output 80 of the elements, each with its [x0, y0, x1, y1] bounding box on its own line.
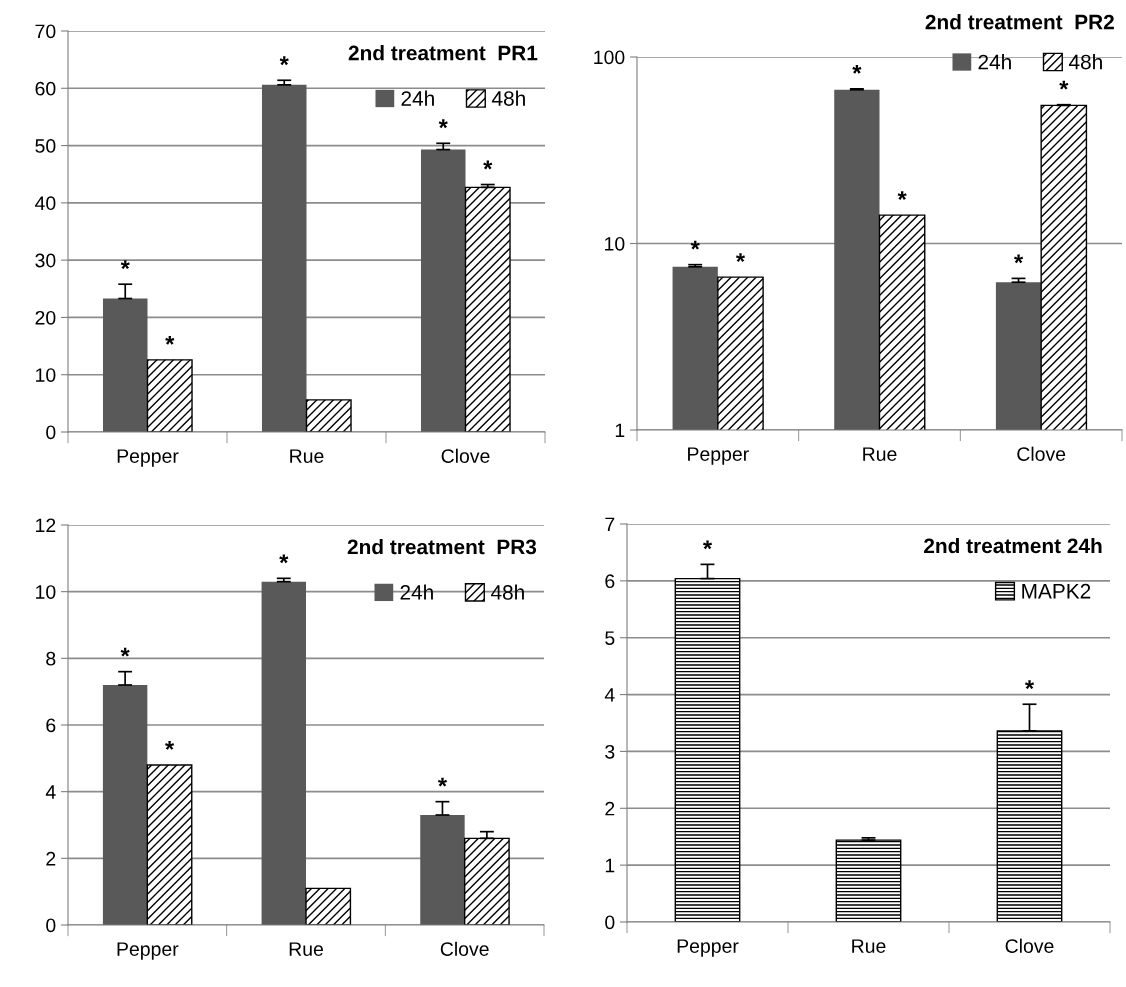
data-label: *	[279, 56, 289, 66]
x-tick-label: Rue	[290, 449, 324, 463]
legend-label: 48h	[490, 584, 524, 600]
data-label: *	[165, 741, 175, 750]
legend-label: MAPK2	[1022, 583, 1091, 599]
data-label: *	[1014, 254, 1024, 264]
data-label: *	[437, 777, 448, 787]
y-tick-label: 100	[594, 50, 625, 65]
data-label: *	[897, 191, 907, 200]
text: 2nd treatment PR1	[348, 45, 538, 61]
y-tick-label: 50	[35, 139, 56, 153]
y-tick-label: 7	[605, 517, 615, 532]
legend-label: 24h	[400, 584, 433, 600]
y-tick-label: 70	[35, 24, 56, 39]
y-tick-label: 3	[605, 744, 615, 759]
legend-label: 24h	[978, 54, 1011, 70]
y-tick-label: 0	[46, 425, 56, 440]
y-tick-label: 60	[35, 81, 56, 96]
bar	[996, 730, 1063, 922]
y-tick-label: 20	[35, 310, 56, 325]
x-tick-label: Clove	[1005, 938, 1054, 953]
x-tick-label: Clove	[440, 941, 489, 956]
data-label: *	[852, 64, 862, 74]
y-tick-label: 10	[36, 585, 56, 599]
text: 2nd treatment 24h	[924, 537, 1102, 554]
bar	[464, 186, 511, 432]
x-tick-label: Rue	[863, 447, 897, 461]
data-label: *	[1024, 680, 1035, 690]
bar	[146, 359, 193, 432]
legend-label: 48h	[1068, 54, 1102, 70]
x-tick-label: Pepper	[677, 939, 739, 957]
bar	[261, 581, 306, 925]
data-label: *	[483, 160, 493, 170]
data-label: *	[690, 240, 700, 250]
legend-label: 24h	[401, 90, 434, 106]
x-tick-label: Pepper	[117, 942, 179, 960]
data-label: *	[279, 554, 289, 564]
y-tick-label: 40	[35, 196, 56, 211]
bar	[305, 887, 352, 925]
data-label: *	[702, 540, 713, 550]
y-tick-label: 6	[46, 718, 56, 733]
y-tick-label: 10	[36, 368, 56, 382]
y-tick-label: 2	[605, 801, 615, 816]
y-tick-label: 30	[35, 253, 56, 268]
y-tick-label: 4	[604, 688, 615, 702]
x-tick-label: Rue	[289, 942, 323, 956]
bar	[102, 685, 148, 925]
y-tick-label: 6	[605, 574, 615, 589]
x-tick-label: Clove	[441, 448, 490, 463]
data-label: *	[1059, 80, 1069, 90]
chart-title: 2nd treatment PR2	[925, 14, 1114, 30]
bar	[420, 149, 466, 432]
data-label: *	[165, 335, 175, 345]
bar	[102, 298, 148, 432]
y-tick-label: 8	[46, 651, 56, 666]
y-tick-label: 5	[605, 631, 615, 645]
legend-label: 48h	[491, 90, 525, 106]
y-tick-label: 4	[45, 785, 56, 799]
bar	[463, 837, 510, 925]
bar	[420, 815, 465, 925]
y-tick-label: 0	[605, 915, 615, 930]
y-tick-label: 0	[46, 918, 56, 933]
data-label: *	[120, 260, 130, 270]
x-tick-label: Pepper	[117, 449, 179, 467]
data-label: *	[438, 119, 448, 129]
y-tick-label: 2	[46, 851, 56, 866]
bar	[261, 84, 307, 432]
bar	[835, 839, 902, 922]
text: 2nd treatment PR3	[347, 539, 537, 555]
y-tick-label: 10	[605, 236, 625, 251]
bar	[305, 399, 352, 432]
data-label: *	[735, 253, 746, 263]
y-tick-label: 12	[36, 518, 56, 533]
x-tick-label: Pepper	[688, 447, 749, 465]
bar	[146, 764, 193, 925]
x-tick-label: Clove	[1017, 446, 1066, 461]
x-tick-label: Rue	[852, 939, 886, 953]
y-tick-label: 1	[605, 858, 615, 873]
data-label: *	[120, 647, 130, 657]
y-tick-label: 1	[615, 423, 625, 438]
